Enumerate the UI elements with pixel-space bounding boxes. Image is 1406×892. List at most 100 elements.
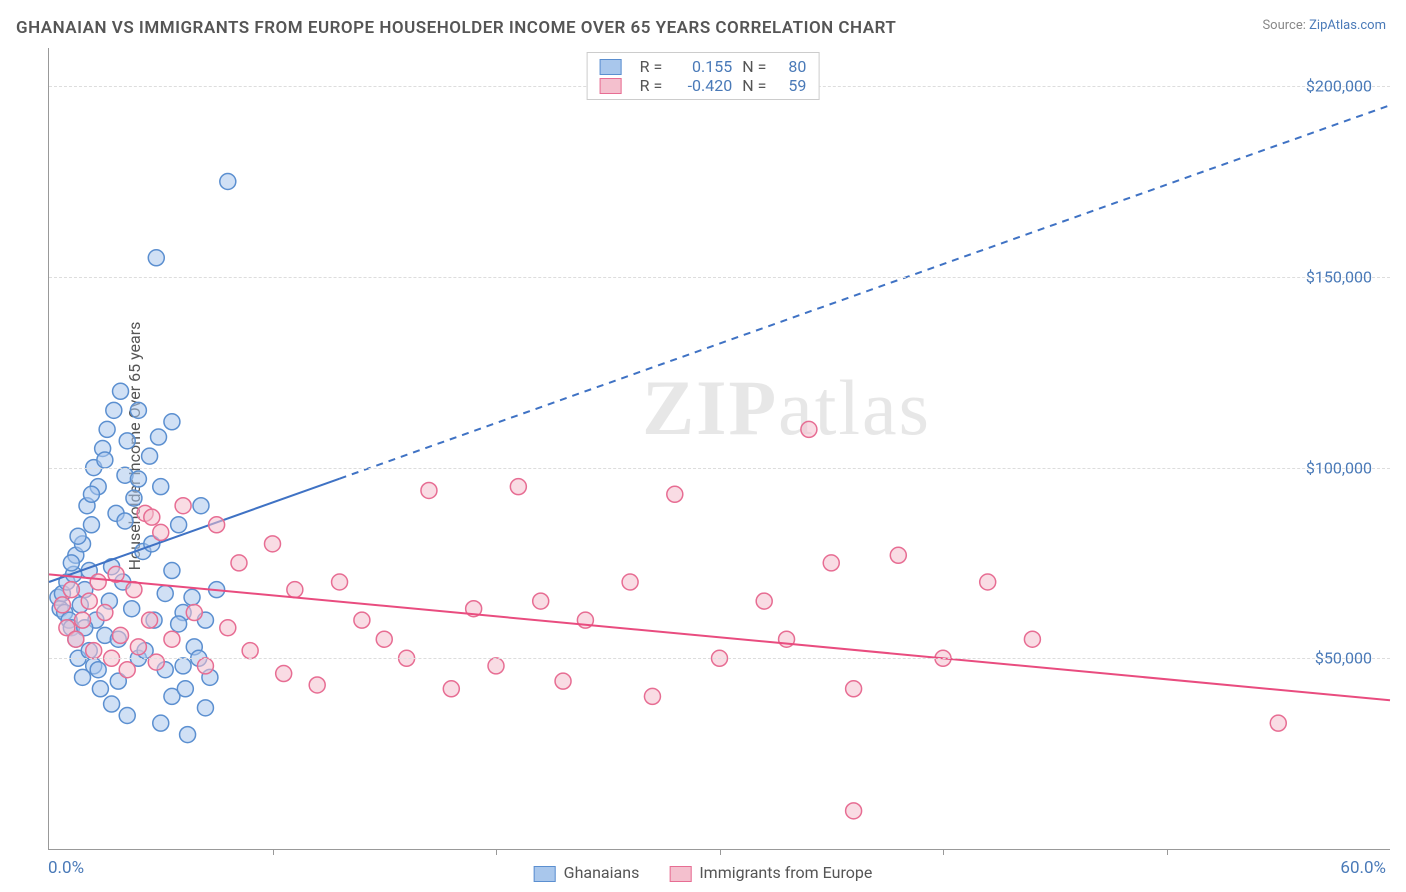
source-attribution: Source: ZipAtlas.com: [1262, 18, 1386, 33]
data-point: [354, 612, 370, 628]
data-point: [151, 429, 167, 445]
data-point: [180, 727, 196, 743]
data-point: [756, 593, 772, 609]
data-point: [117, 513, 133, 529]
data-point: [177, 681, 193, 697]
data-point: [644, 688, 660, 704]
data-point: [75, 612, 91, 628]
data-point: [265, 536, 281, 552]
data-point: [443, 681, 459, 697]
data-point: [70, 528, 86, 544]
data-point: [130, 402, 146, 418]
data-point: [171, 517, 187, 533]
data-point: [287, 582, 303, 598]
source-link[interactable]: ZipAtlas.com: [1309, 18, 1386, 33]
data-point: [153, 479, 169, 495]
n-label: N =: [742, 76, 766, 95]
data-point: [231, 555, 247, 571]
data-point: [175, 498, 191, 514]
stats-row: R = -0.420 N = 59: [600, 76, 807, 95]
y-tick-label: $200,000: [1306, 77, 1372, 96]
legend-label: Immigrants from Europe: [699, 863, 872, 882]
data-point: [801, 421, 817, 437]
scatter-svg: [49, 48, 1390, 849]
data-point: [148, 654, 164, 670]
data-point: [846, 803, 862, 819]
data-point: [130, 639, 146, 655]
data-point: [890, 547, 906, 563]
data-point: [220, 620, 236, 636]
data-point: [164, 563, 180, 579]
data-point: [86, 643, 102, 659]
data-point: [332, 574, 348, 590]
data-point: [421, 482, 437, 498]
data-point: [193, 498, 209, 514]
data-point: [164, 631, 180, 647]
data-point: [113, 383, 129, 399]
data-point: [823, 555, 839, 571]
y-tick-label: $50,000: [1315, 649, 1372, 668]
legend-swatch: [534, 866, 556, 882]
data-point: [533, 593, 549, 609]
data-point: [622, 574, 638, 590]
legend-swatch: [600, 59, 622, 75]
legend-swatch: [600, 78, 622, 94]
legend-item: Ghanaians: [534, 863, 640, 882]
data-point: [130, 471, 146, 487]
data-point: [119, 433, 135, 449]
data-point: [126, 582, 142, 598]
data-point: [510, 479, 526, 495]
stats-legend: R = 0.155 N = 80 R = -0.420 N = 59: [587, 52, 820, 100]
data-point: [209, 517, 225, 533]
y-tick-label: $150,000: [1306, 267, 1372, 286]
data-point: [157, 585, 173, 601]
data-point: [220, 174, 236, 190]
data-point: [276, 666, 292, 682]
n-label: N =: [742, 57, 766, 76]
r-value: 0.155: [672, 57, 732, 76]
r-label: R =: [640, 76, 663, 95]
data-point: [144, 509, 160, 525]
data-point: [124, 601, 140, 617]
data-point: [63, 555, 79, 571]
data-point: [197, 700, 213, 716]
data-point: [980, 574, 996, 590]
legend-item: Immigrants from Europe: [669, 863, 872, 882]
n-value: 80: [776, 57, 806, 76]
r-value: -0.420: [672, 76, 732, 95]
y-tick-label: $100,000: [1306, 458, 1372, 477]
data-point: [197, 658, 213, 674]
x-axis-max-label: 60.0%: [1340, 858, 1386, 878]
data-point: [376, 631, 392, 647]
data-point: [68, 631, 84, 647]
data-point: [83, 486, 99, 502]
data-point: [1024, 631, 1040, 647]
stats-row: R = 0.155 N = 80: [600, 57, 807, 76]
r-label: R =: [640, 57, 663, 76]
chart-title: GHANAIAN VS IMMIGRANTS FROM EUROPE HOUSE…: [16, 18, 896, 38]
data-point: [142, 448, 158, 464]
data-point: [488, 658, 504, 674]
legend-swatch: [669, 866, 691, 882]
data-point: [90, 662, 106, 678]
data-point: [1270, 715, 1286, 731]
data-point: [555, 673, 571, 689]
data-point: [92, 681, 108, 697]
n-value: 59: [776, 76, 806, 95]
data-point: [184, 589, 200, 605]
data-point: [148, 250, 164, 266]
data-point: [83, 517, 99, 533]
data-point: [126, 490, 142, 506]
series-legend: Ghanaians Immigrants from Europe: [534, 863, 873, 882]
trend-line-dashed: [340, 105, 1390, 478]
source-label: Source:: [1262, 18, 1305, 33]
data-point: [104, 696, 120, 712]
data-point: [667, 486, 683, 502]
data-point: [99, 421, 115, 437]
data-point: [119, 662, 135, 678]
data-point: [97, 452, 113, 468]
data-point: [63, 582, 79, 598]
data-point: [242, 643, 258, 659]
trend-line: [49, 574, 1390, 700]
data-point: [81, 593, 97, 609]
